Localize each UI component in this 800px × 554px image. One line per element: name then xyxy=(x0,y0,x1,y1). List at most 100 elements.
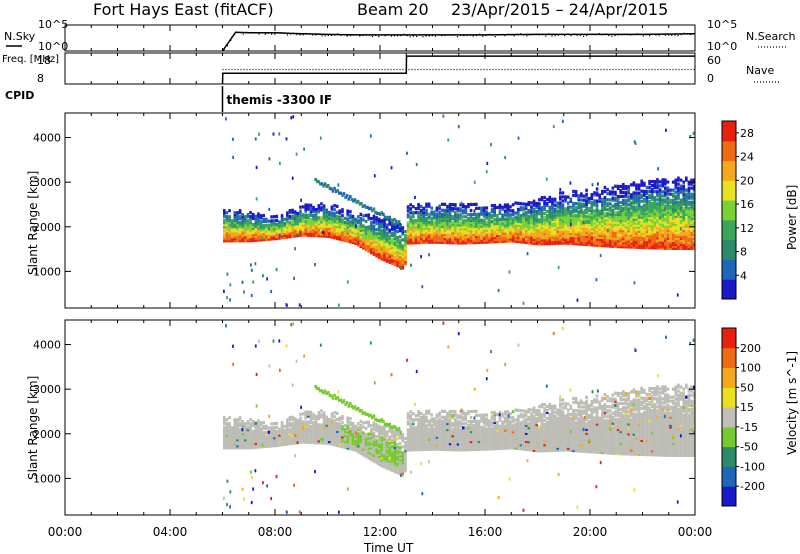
power-cell xyxy=(614,234,617,239)
power-cell xyxy=(490,208,494,212)
power-cell xyxy=(412,219,415,223)
power-cell xyxy=(485,236,489,240)
colorbar-segment xyxy=(722,239,736,260)
power-cell xyxy=(301,213,305,217)
power-cell xyxy=(383,256,386,260)
velocity-cell xyxy=(333,427,336,431)
power-cell xyxy=(456,217,460,221)
power-cell xyxy=(304,213,307,217)
power-cell xyxy=(622,195,625,199)
power-cell xyxy=(585,238,588,243)
power-cell xyxy=(385,251,389,255)
power-cell xyxy=(566,225,570,229)
velocity-cell xyxy=(343,435,347,440)
power-cell xyxy=(640,183,643,187)
power-cell xyxy=(674,224,678,228)
power-cell xyxy=(601,231,604,236)
power-cell xyxy=(236,239,239,243)
velocity-cell xyxy=(385,430,389,434)
power-cell xyxy=(469,220,473,225)
power-cell xyxy=(401,258,405,262)
power-cell xyxy=(391,241,394,245)
power-cell xyxy=(595,233,599,237)
velocity-cell xyxy=(362,441,365,445)
velocity-cell xyxy=(304,422,307,426)
power-cell xyxy=(548,221,552,226)
velocity-cell xyxy=(377,458,381,462)
velocity-cell xyxy=(301,426,305,430)
velocity-scatter-cells xyxy=(223,321,695,514)
velocity-cell xyxy=(309,432,313,437)
power-cell xyxy=(671,200,675,204)
power-cell xyxy=(456,221,460,225)
velocity-cell xyxy=(257,443,260,447)
velocity-cell xyxy=(356,438,360,442)
power-cell xyxy=(359,216,363,220)
velocity-cell xyxy=(383,457,386,461)
power-cell xyxy=(593,201,596,205)
noise-search-point xyxy=(630,34,632,36)
power-cell xyxy=(687,186,691,190)
velocity-cell xyxy=(377,424,381,428)
noise-panel: N.Sky 10^5 10^0 10^5 10^0 N.Search xyxy=(4,18,796,53)
power-cell xyxy=(467,235,470,239)
power-cell xyxy=(372,226,376,230)
power-cell xyxy=(288,229,292,233)
velocity-cell xyxy=(328,425,331,430)
power-cell xyxy=(401,252,405,256)
power-cell xyxy=(364,219,368,224)
power-cell xyxy=(556,239,559,243)
power-cell xyxy=(551,237,554,242)
velocity-cell xyxy=(385,454,389,458)
velocity-cell xyxy=(238,446,242,450)
nave-right-tick-top: 60 xyxy=(707,54,721,67)
power-y-label: Slant Range [km] xyxy=(26,171,40,275)
velocity-cell xyxy=(388,465,391,469)
power-cell xyxy=(601,189,604,193)
power-cell xyxy=(367,215,370,219)
noise-search-point xyxy=(286,34,289,36)
power-cell xyxy=(551,205,554,209)
power-cell xyxy=(232,155,235,159)
velocity-cell xyxy=(393,441,397,446)
velocity-cell xyxy=(396,430,399,435)
velocity-cell xyxy=(296,420,300,425)
power-cell xyxy=(637,191,641,195)
power-cell xyxy=(338,191,341,195)
velocity-cell xyxy=(393,457,397,462)
noise-search-point xyxy=(419,34,421,36)
power-cell xyxy=(611,210,615,214)
power-cell xyxy=(614,202,617,206)
power-cell xyxy=(580,218,583,222)
velocity-cell xyxy=(377,448,381,452)
velocity-cell xyxy=(370,454,373,458)
power-cell xyxy=(482,230,486,234)
power-cell xyxy=(687,210,691,214)
power-cell xyxy=(556,217,559,221)
power-cell xyxy=(527,219,531,223)
power-cell xyxy=(530,211,533,215)
power-cell xyxy=(317,224,321,228)
velocity-cell xyxy=(325,431,328,435)
power-cell xyxy=(661,200,664,204)
power-cell xyxy=(461,221,465,225)
velocity-cell xyxy=(375,455,378,459)
power-cell xyxy=(595,237,599,241)
power-cell xyxy=(296,217,300,222)
power-cell xyxy=(272,221,276,225)
power-cell xyxy=(482,212,486,216)
power-cell xyxy=(540,240,544,244)
velocity-cell xyxy=(338,432,342,436)
power-cell xyxy=(540,242,544,246)
power-cell xyxy=(438,204,441,208)
power-cell xyxy=(677,200,680,204)
power-cell xyxy=(632,181,636,185)
power-cell xyxy=(314,224,318,228)
velocity-cell xyxy=(322,411,326,415)
power-cell xyxy=(401,254,405,258)
power-cell xyxy=(244,219,247,223)
velocity-cell xyxy=(422,429,426,434)
power-cell xyxy=(559,225,562,229)
power-cell xyxy=(692,196,695,200)
power-cell xyxy=(637,245,641,249)
